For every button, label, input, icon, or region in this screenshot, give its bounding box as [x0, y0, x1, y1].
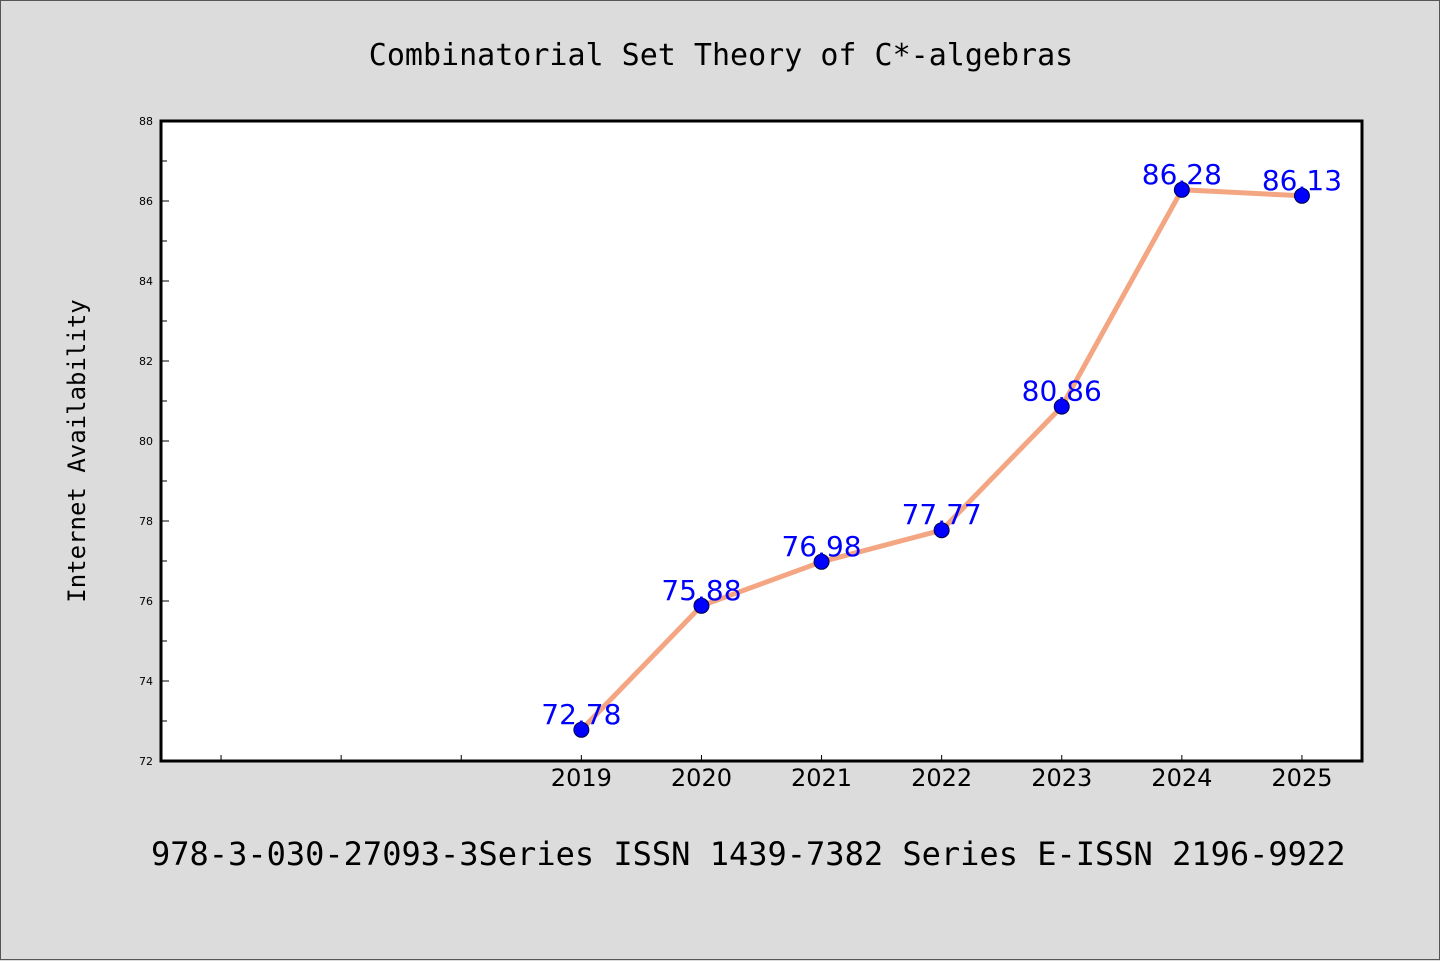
y-axis: 72 74 76 78 80 82 84 86 88 [139, 115, 169, 768]
data-label: 72.78 [541, 698, 621, 731]
footer-issn-text: 978-3-030-27093-3Series ISSN 1439-7382 S… [151, 835, 1345, 873]
data-point [1293, 187, 1310, 204]
data-label: 76.98 [781, 530, 861, 563]
y-axis-label: Internet Availability [63, 299, 91, 602]
x-tick-label: 2022 [911, 764, 972, 792]
data-label: 80.86 [1022, 375, 1102, 408]
x-tick-label: 2020 [671, 764, 732, 792]
plot-area [159, 119, 1364, 763]
y-tick-label: 86 [139, 195, 153, 208]
y-tick-label: 72 [139, 755, 153, 768]
data-point [1173, 181, 1190, 198]
data-point [933, 522, 950, 539]
x-tick-label: 2023 [1031, 764, 1092, 792]
y-tick-label: 78 [139, 515, 153, 528]
data-label: 86.28 [1142, 158, 1222, 191]
data-labels: 72.78 75.88 76.98 77.77 80.86 86.28 86.13 [541, 158, 1342, 731]
data-label: 77.77 [902, 498, 982, 531]
x-axis: 2019 2020 2021 2022 2023 2024 2025 [220, 755, 1332, 792]
data-label: 75.88 [661, 574, 741, 607]
data-point [573, 721, 590, 738]
x-tick-label: 2025 [1271, 764, 1332, 792]
y-tick-label: 84 [139, 275, 153, 288]
x-tick-label: 2024 [1151, 764, 1212, 792]
x-tick-label: 2019 [551, 764, 612, 792]
y-tick-label: 80 [139, 435, 153, 448]
data-point [813, 553, 830, 570]
data-point [693, 597, 710, 614]
y-tick-label: 76 [139, 595, 153, 608]
data-markers [573, 181, 1310, 738]
data-point [1053, 398, 1070, 415]
y-tick-label: 74 [139, 675, 153, 688]
chart-title: Combinatorial Set Theory of C*-algebras [369, 38, 1073, 73]
y-tick-label: 88 [139, 115, 153, 128]
data-label: 86.13 [1262, 164, 1342, 197]
y-tick-label: 82 [139, 355, 153, 368]
x-tick-label: 2021 [791, 764, 852, 792]
